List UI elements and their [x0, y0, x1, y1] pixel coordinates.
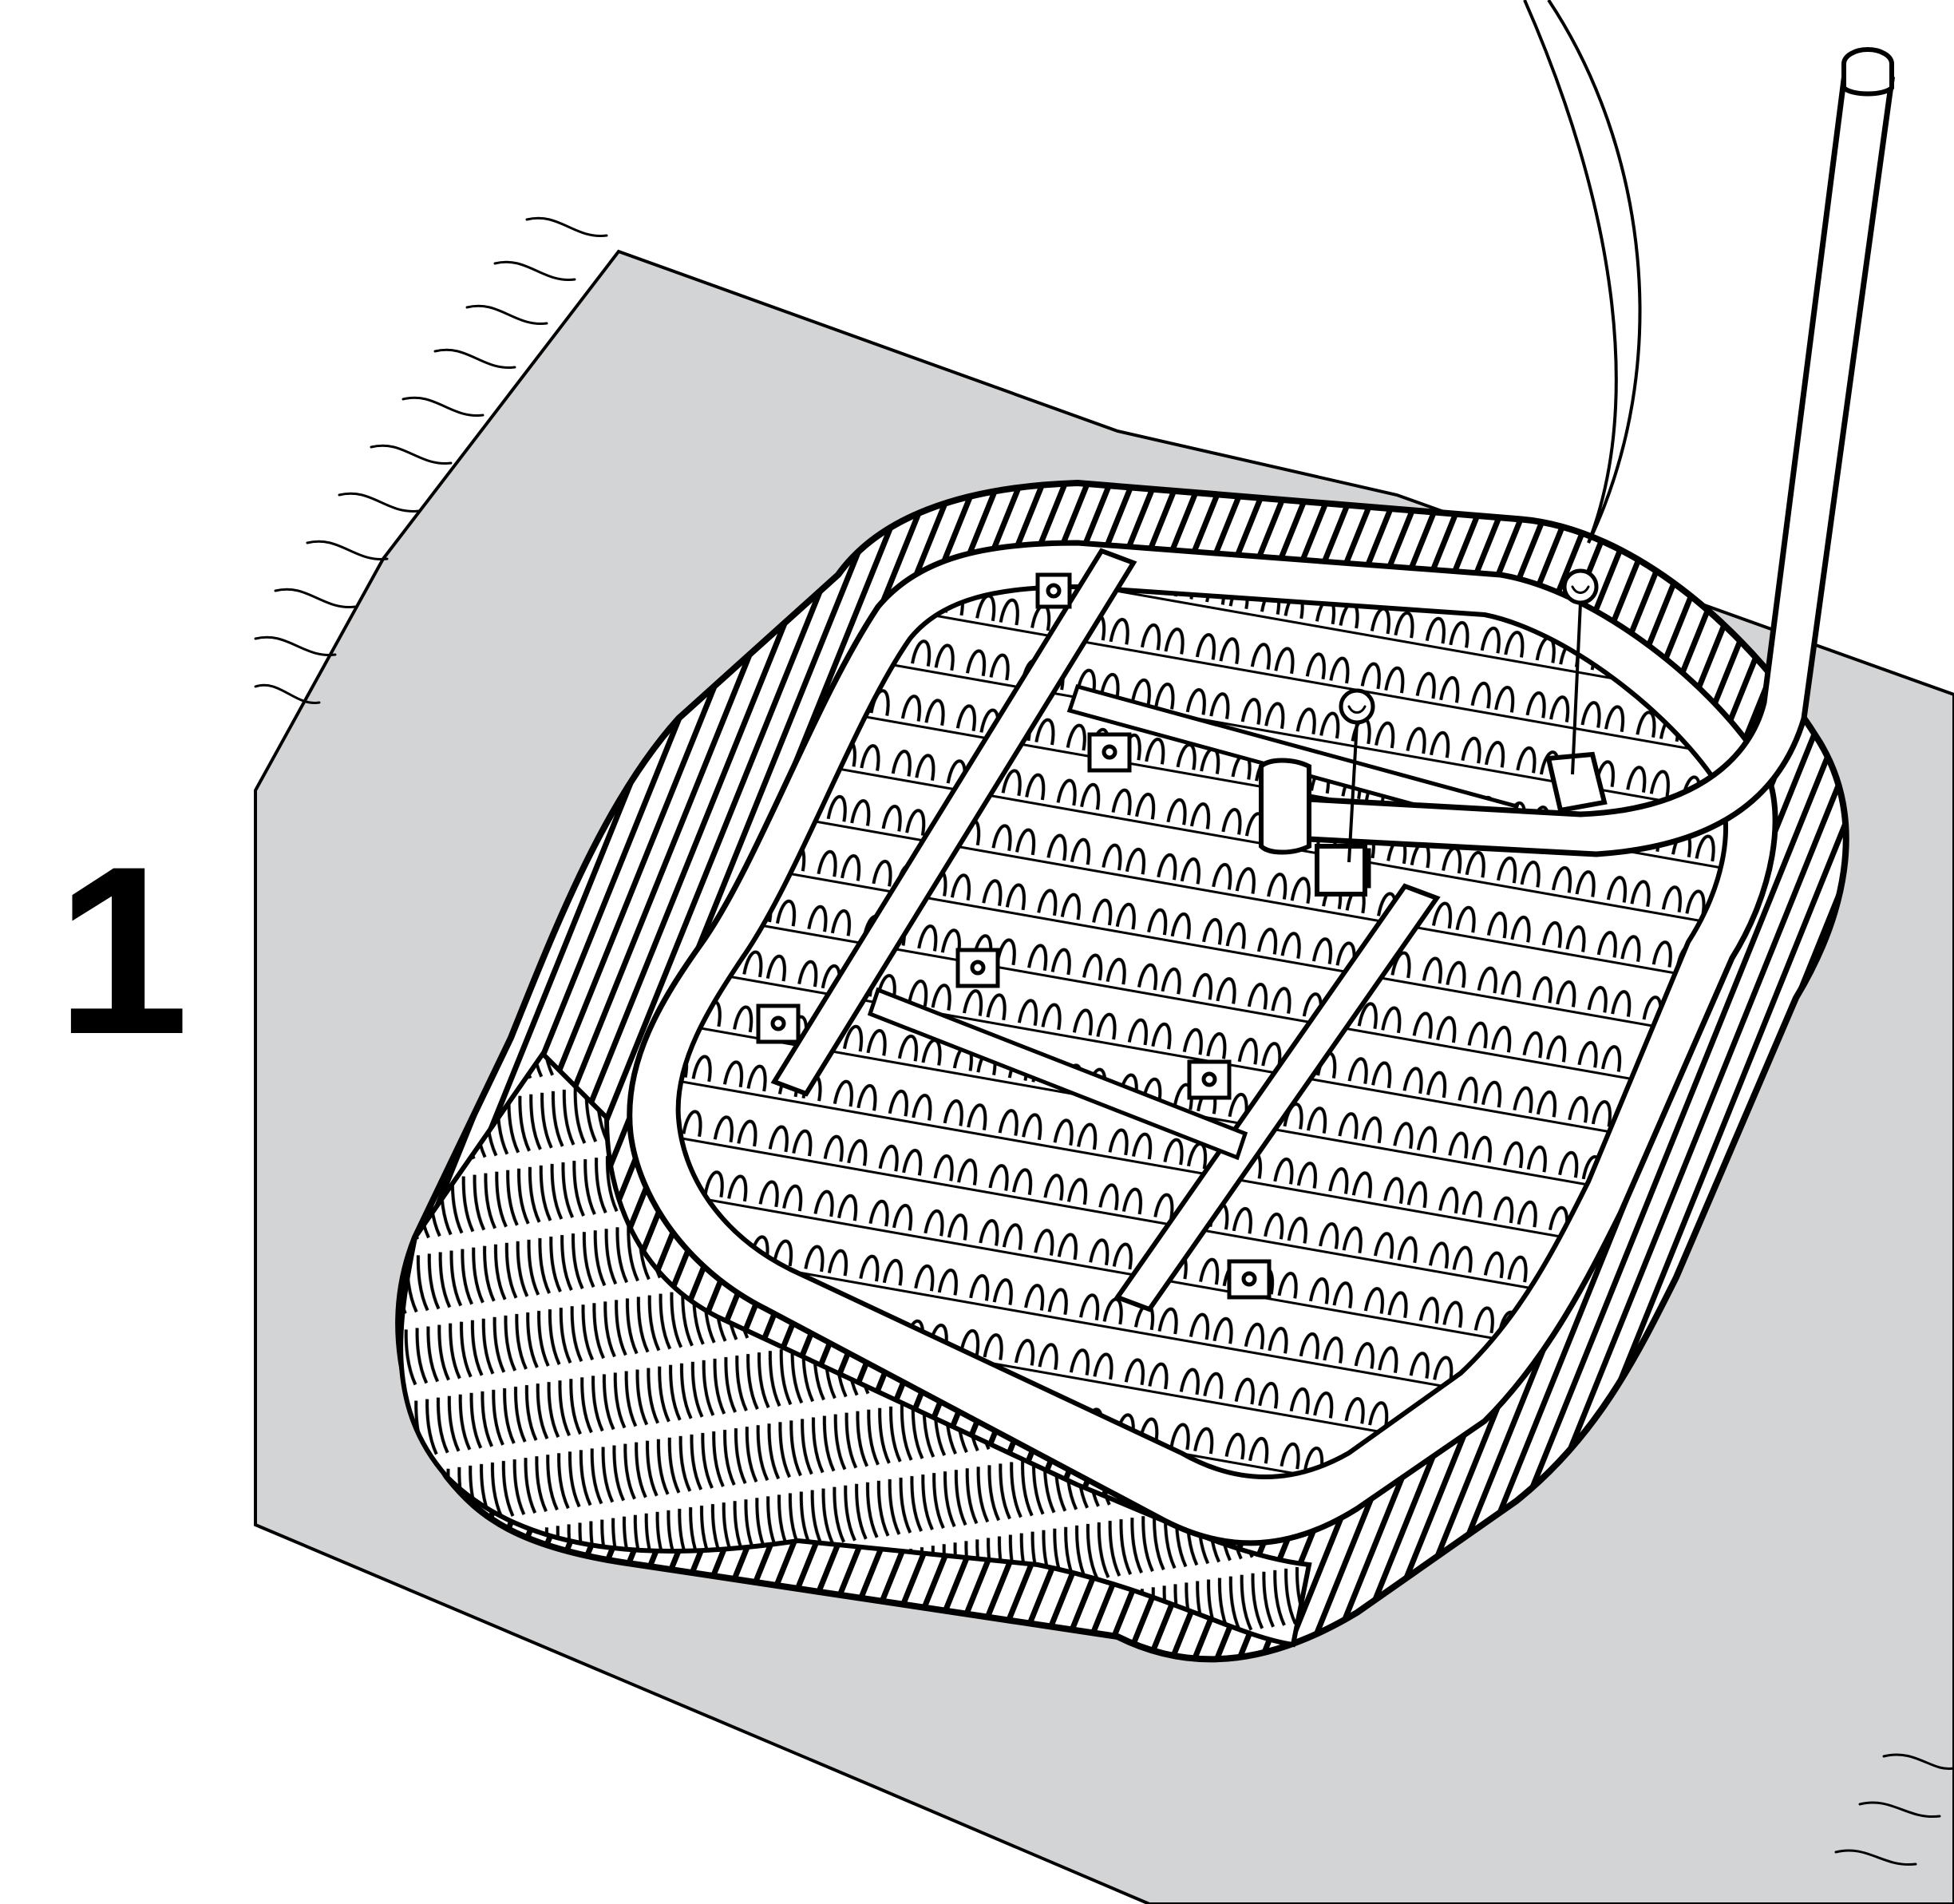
seat-support-slats [770, 548, 1520, 1312]
insertion-arrow [1523, 0, 1642, 544]
step-number: 1 [56, 816, 189, 1084]
screw-2 [1562, 568, 1599, 775]
leg-mount-tabs [1315, 751, 1608, 897]
seat-front-skirt [398, 1050, 1312, 1648]
chair-leg [1259, 47, 1896, 857]
mat-fringe [254, 216, 1954, 1866]
screw-1 [1339, 688, 1375, 863]
